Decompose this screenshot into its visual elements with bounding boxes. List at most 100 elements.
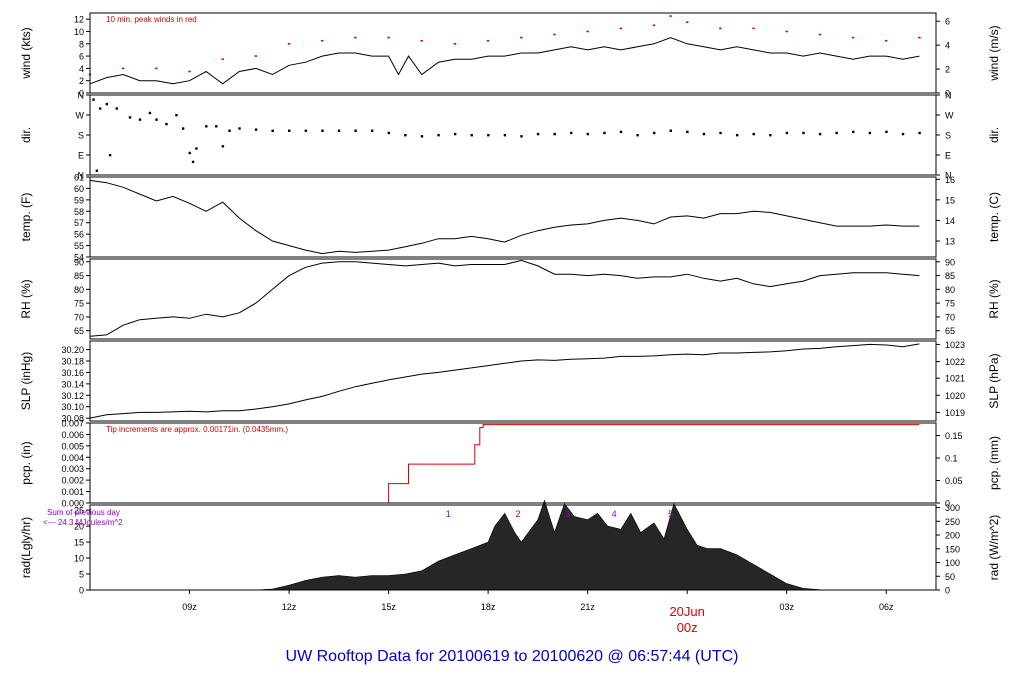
y-right-tick-label: 1019 bbox=[945, 408, 965, 418]
dir-point bbox=[228, 129, 231, 132]
panel-rad: 0510152025050100150200250300rad(Lgly/hr)… bbox=[19, 499, 1001, 596]
dir-point bbox=[128, 116, 132, 119]
peak-wind-point bbox=[752, 27, 755, 30]
dir-point bbox=[155, 118, 158, 121]
y-tick-label: 0 bbox=[79, 89, 84, 99]
dir-point bbox=[221, 145, 225, 148]
dir-point bbox=[95, 169, 99, 172]
y-tick-label: 70 bbox=[74, 312, 84, 322]
radiation-sum-label: Sum of previous day bbox=[47, 508, 120, 517]
peak-wind-point bbox=[321, 39, 324, 42]
temp-line bbox=[89, 179, 920, 255]
y-tick-label: W bbox=[76, 111, 85, 121]
y-tick-label: E bbox=[78, 151, 84, 161]
dir-point bbox=[115, 107, 118, 110]
x-tick-label: 15z bbox=[381, 602, 396, 612]
dir-point bbox=[165, 122, 168, 126]
y-tick-label: 0.004 bbox=[61, 453, 84, 463]
peak-wind-point bbox=[851, 36, 855, 39]
dir-point bbox=[536, 132, 540, 136]
y-axis-title: wind (kts) bbox=[19, 27, 33, 79]
peak-wind-point bbox=[885, 39, 888, 42]
peak-wind-point bbox=[719, 27, 722, 30]
y-right-tick-label: 70 bbox=[945, 312, 955, 322]
y-tick-label: N bbox=[78, 91, 85, 101]
peak-wind-point bbox=[520, 36, 523, 39]
dir-point bbox=[271, 129, 274, 132]
panel-wind: 0 2 4 6 8 10 12 0 2 4 6 wind (kts) wind (m/s) 10 min.… bbox=[19, 12, 1001, 99]
dir-point bbox=[420, 135, 424, 138]
dir-point bbox=[802, 131, 805, 135]
y-tick-label: 65 bbox=[74, 326, 84, 336]
y-axis-title: dir. bbox=[19, 127, 33, 143]
dir-point bbox=[304, 129, 308, 132]
peak-wind-point bbox=[453, 42, 457, 45]
peak-wind-point bbox=[619, 27, 623, 30]
y-axis-title-right: RH (%) bbox=[987, 279, 1001, 318]
y-tick-label: 80 bbox=[74, 285, 84, 295]
panel-frame bbox=[89, 258, 937, 340]
dir-point bbox=[470, 134, 473, 137]
y-right-tick-label: N bbox=[945, 171, 952, 181]
panel-frame bbox=[89, 12, 937, 94]
peak-wind-point bbox=[553, 33, 556, 36]
radiation-area bbox=[90, 499, 920, 591]
y-tick-label: 57 bbox=[74, 218, 84, 228]
y-axis-title-right: pcp. (mm) bbox=[987, 436, 1001, 490]
y-tick-label: 25 bbox=[74, 506, 84, 516]
y-right-tick-label: 100 bbox=[945, 558, 960, 568]
x-tick-label: 06z bbox=[879, 602, 894, 612]
y-axis-title: rad(Lgly/hr) bbox=[19, 517, 33, 578]
peak-wind-point bbox=[586, 30, 589, 33]
y-right-tick-label: 50 bbox=[945, 572, 955, 582]
y-right-tick-label: S bbox=[945, 131, 951, 141]
y-tick-label: 56 bbox=[74, 230, 84, 240]
y-axis-title: pcp. (in) bbox=[19, 441, 33, 484]
y-right-tick-label: W bbox=[945, 111, 954, 121]
peak-wind-point bbox=[785, 30, 788, 33]
rh-line bbox=[89, 259, 920, 337]
y-tick-label: 2 bbox=[79, 76, 84, 86]
peak-wind-point bbox=[254, 55, 258, 57]
y-right-tick-label: 200 bbox=[945, 531, 960, 541]
panel-frame bbox=[89, 340, 937, 422]
y-tick-label: 20 bbox=[74, 522, 84, 532]
y-right-tick-label: 300 bbox=[945, 503, 960, 513]
dir-point bbox=[437, 134, 440, 137]
y-tick-label: 90 bbox=[74, 257, 84, 267]
peak-wind-point bbox=[918, 36, 921, 39]
y-tick-label: 0.000 bbox=[61, 499, 84, 509]
y-tick-label: 6 bbox=[79, 52, 84, 62]
dir-point bbox=[835, 131, 838, 135]
dir-point bbox=[785, 131, 789, 135]
peak-wind-point bbox=[221, 58, 224, 60]
dir-point bbox=[868, 131, 872, 135]
dir-point bbox=[586, 132, 590, 136]
dir-point bbox=[191, 160, 195, 164]
panel-rh: 65 70 75 80 85 90 65 70 75 80 85 90 RH (%) RH (%) bbox=[19, 257, 1001, 340]
y-axis-title-right: temp. (C) bbox=[987, 192, 1001, 242]
dir-point bbox=[98, 107, 102, 110]
y-right-tick-label: 0 bbox=[945, 586, 950, 596]
y-right-tick-label: 6 bbox=[945, 17, 950, 27]
y-tick-label: 30.18 bbox=[61, 357, 84, 367]
y-right-tick-label: 0 bbox=[945, 89, 950, 99]
radiation-hour-marker: 3 bbox=[565, 509, 570, 519]
peak-wind-point bbox=[121, 67, 125, 70]
y-tick-label: 75 bbox=[74, 299, 84, 309]
dir-point bbox=[503, 134, 507, 137]
dir-point bbox=[487, 134, 490, 137]
peak-wind-point bbox=[287, 42, 291, 45]
y-tick-label: 0.001 bbox=[61, 487, 84, 497]
dir-point bbox=[669, 129, 672, 132]
y-right-tick-label: 150 bbox=[945, 544, 960, 554]
y-right-tick-label: 90 bbox=[945, 257, 955, 267]
y-right-tick-label: N bbox=[945, 91, 952, 101]
dir-point bbox=[138, 118, 142, 121]
radiation-hour-marker: 4 bbox=[612, 509, 617, 519]
y-axis-title-right: SLP (hPa) bbox=[987, 353, 1001, 408]
